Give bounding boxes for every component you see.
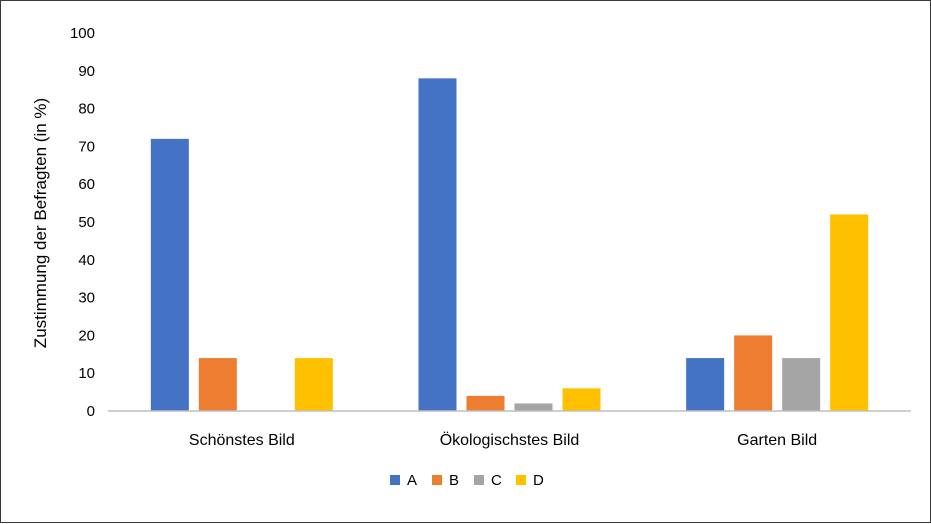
bar-a-1 [150,138,189,411]
y-axis-ticks: 0 10 20 30 40 50 60 70 80 90 100 [70,25,95,420]
y-tick-label: 10 [78,365,95,382]
legend-label-a: A [407,472,417,489]
legend-label-c: C [491,472,502,489]
bar-b-1 [198,358,237,411]
bar-c-3 [782,358,821,411]
bar-d-2 [562,388,601,411]
legend-label-b: B [449,472,459,489]
y-tick-label: 20 [78,327,95,344]
bars [150,78,869,412]
x-category-label: Ökologischstes Bild [440,431,580,449]
x-category-label: Garten Bild [737,432,817,449]
bar-b-2 [466,395,505,411]
legend-swatch-c [474,475,484,485]
y-tick-label: 90 [78,63,95,80]
y-tick-label: 80 [78,101,95,118]
y-axis-label: Zustimmung der Befragten (in %) [31,98,50,348]
bar-b-3 [734,335,773,411]
y-tick-label: 100 [70,25,95,42]
legend-label-d: D [533,472,544,489]
legend-swatch-b [432,475,442,485]
bar-c-2 [514,403,553,411]
legend-swatch-d [516,475,526,485]
bar-d-1 [294,358,333,411]
y-tick-label: 0 [87,403,95,420]
y-tick-label: 50 [78,214,95,231]
legend: A B C D [390,472,544,489]
y-tick-label: 60 [78,176,95,193]
bar-a-2 [418,78,457,412]
x-category-label: Schönstes Bild [189,432,295,449]
bar-a-3 [686,358,725,411]
y-tick-label: 30 [78,290,95,307]
y-tick-label: 70 [78,138,95,155]
y-tick-label: 40 [78,252,95,269]
category-labels: Schönstes Bild Ökologischstes Bild Garten … [189,431,817,449]
bar-d-3 [830,214,869,411]
legend-swatch-a [390,475,400,485]
